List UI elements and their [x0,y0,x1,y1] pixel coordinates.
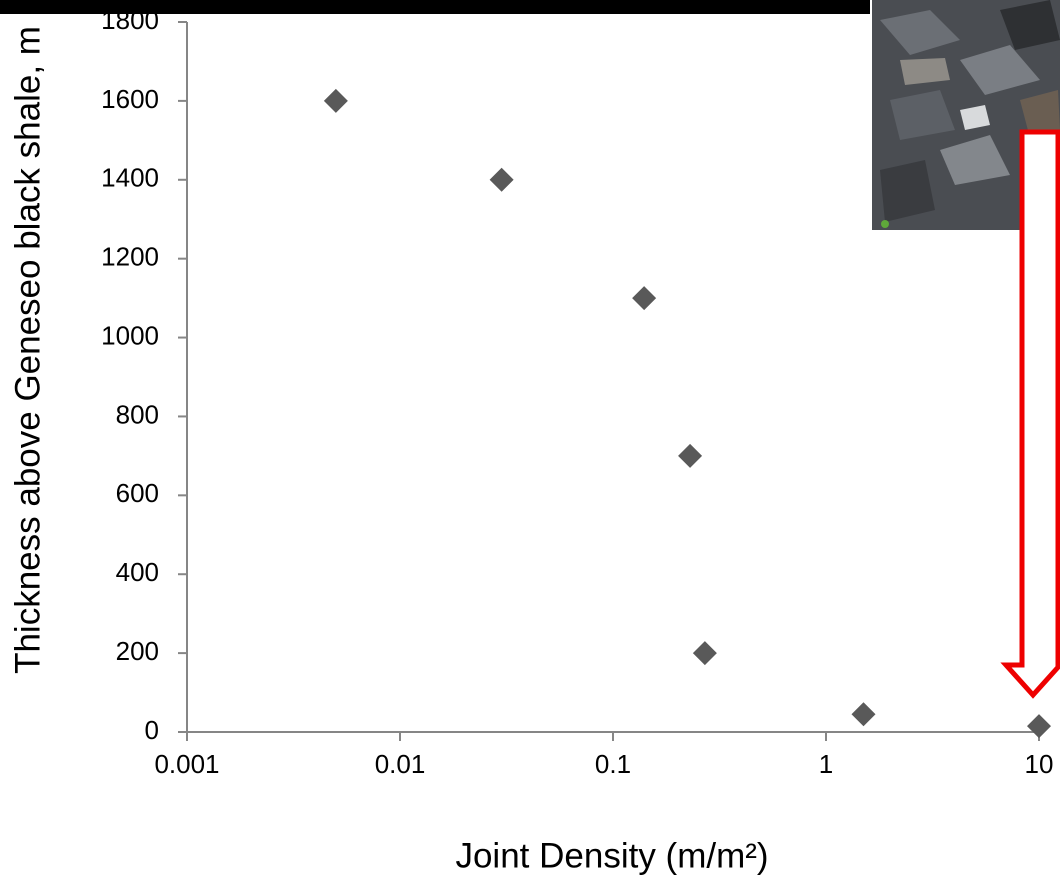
point [323,88,348,113]
point [692,641,717,666]
y-axis-title: Thickness above Geneseo black shale, m [8,26,47,674]
y-tick-label: 600 [116,478,159,508]
arrow [1000,129,1060,699]
y-tick-label: 1800 [101,5,159,35]
point [851,702,876,727]
x-axis-title: Joint Density (m/m²) [455,836,768,875]
point [678,443,703,468]
x-tick-label: 0.1 [595,749,631,779]
y-tick-label: 200 [116,636,159,666]
x-tick-label: 0.01 [375,749,426,779]
x-tick-label: 10 [1025,749,1054,779]
y-tick-label: 1400 [101,163,159,193]
point [1027,714,1051,739]
y-tick-label: 800 [116,399,159,429]
y-tick-label: 1200 [101,242,159,272]
x-tick-label: 0.001 [154,749,219,779]
y-tick-label: 0 [145,715,159,745]
y-tick-label: 1600 [101,84,159,114]
y-tick-label: 1000 [101,320,159,350]
y-tick-label: 400 [116,557,159,587]
point [489,167,514,192]
point [632,286,657,311]
x-tick-label: 1 [819,749,833,779]
top-bar [0,0,870,14]
